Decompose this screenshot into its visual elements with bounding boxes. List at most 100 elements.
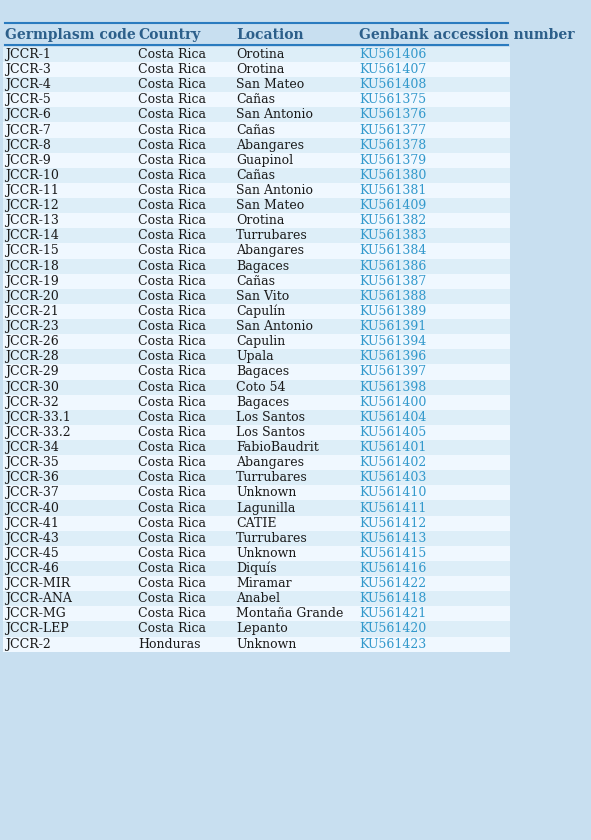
Text: Costa Rica: Costa Rica	[138, 169, 206, 182]
FancyBboxPatch shape	[2, 47, 511, 62]
FancyBboxPatch shape	[2, 516, 511, 531]
FancyBboxPatch shape	[2, 410, 511, 425]
Text: Unknown: Unknown	[236, 547, 296, 560]
Text: KU561421: KU561421	[359, 607, 426, 621]
Text: Honduras: Honduras	[138, 638, 201, 651]
Text: JCCR-36: JCCR-36	[5, 471, 59, 485]
Text: JCCR-LEP: JCCR-LEP	[5, 622, 69, 636]
Text: Costa Rica: Costa Rica	[138, 199, 206, 213]
FancyBboxPatch shape	[2, 395, 511, 410]
Text: JCCR-19: JCCR-19	[5, 275, 59, 288]
FancyBboxPatch shape	[2, 274, 511, 289]
Text: JCCR-43: JCCR-43	[5, 532, 59, 545]
Text: KU561409: KU561409	[359, 199, 426, 213]
Text: JCCR-MIR: JCCR-MIR	[5, 577, 70, 591]
Text: JCCR-32: JCCR-32	[5, 396, 59, 409]
FancyBboxPatch shape	[2, 546, 511, 561]
Text: Costa Rica: Costa Rica	[138, 365, 206, 379]
Text: JCCR-33.1: JCCR-33.1	[5, 411, 71, 424]
Text: Miramar: Miramar	[236, 577, 291, 591]
Text: Costa Rica: Costa Rica	[138, 290, 206, 303]
Text: JCCR-3: JCCR-3	[5, 63, 51, 76]
Text: Diquís: Diquís	[236, 562, 277, 575]
Text: KU561403: KU561403	[359, 471, 427, 485]
Text: KU561416: KU561416	[359, 562, 427, 575]
Text: KU561384: KU561384	[359, 244, 427, 258]
Text: Cañas: Cañas	[236, 123, 275, 137]
Text: KU561394: KU561394	[359, 335, 426, 349]
Text: Lagunilla: Lagunilla	[236, 501, 296, 515]
FancyBboxPatch shape	[2, 77, 511, 92]
Text: JCCR-18: JCCR-18	[5, 260, 59, 273]
Text: San Mateo: San Mateo	[236, 78, 304, 92]
Text: San Antonio: San Antonio	[236, 108, 313, 122]
Text: JCCR-20: JCCR-20	[5, 290, 59, 303]
Text: Turrubares: Turrubares	[236, 532, 308, 545]
Text: JCCR-11: JCCR-11	[5, 184, 59, 197]
Text: JCCR-35: JCCR-35	[5, 456, 59, 470]
Text: Capulín: Capulín	[236, 305, 285, 318]
Text: Costa Rica: Costa Rica	[138, 275, 206, 288]
Text: JCCR-12: JCCR-12	[5, 199, 59, 213]
FancyBboxPatch shape	[2, 289, 511, 304]
FancyBboxPatch shape	[2, 62, 511, 77]
Text: Abangares: Abangares	[236, 244, 304, 258]
FancyBboxPatch shape	[2, 576, 511, 591]
Text: JCCR-4: JCCR-4	[5, 78, 51, 92]
Text: FabioBaudrit: FabioBaudrit	[236, 441, 319, 454]
Text: Costa Rica: Costa Rica	[138, 244, 206, 258]
Text: JCCR-15: JCCR-15	[5, 244, 59, 258]
Text: Unknown: Unknown	[236, 638, 296, 651]
Text: Costa Rica: Costa Rica	[138, 335, 206, 349]
Text: JCCR-37: JCCR-37	[5, 486, 59, 500]
FancyBboxPatch shape	[2, 304, 511, 319]
Text: JCCR-5: JCCR-5	[5, 93, 51, 107]
Text: JCCR-MG: JCCR-MG	[5, 607, 66, 621]
FancyBboxPatch shape	[2, 622, 511, 637]
Text: Coto 54: Coto 54	[236, 381, 285, 394]
Text: Cañas: Cañas	[236, 93, 275, 107]
Text: Costa Rica: Costa Rica	[138, 229, 206, 243]
Text: JCCR-46: JCCR-46	[5, 562, 59, 575]
Text: KU561400: KU561400	[359, 396, 427, 409]
FancyBboxPatch shape	[2, 123, 511, 138]
Text: KU561391: KU561391	[359, 320, 426, 333]
Text: KU561389: KU561389	[359, 305, 426, 318]
Text: KU561405: KU561405	[359, 426, 426, 439]
Text: KU561412: KU561412	[359, 517, 426, 530]
Text: Costa Rica: Costa Rica	[138, 456, 206, 470]
FancyBboxPatch shape	[2, 213, 511, 228]
Text: Costa Rica: Costa Rica	[138, 607, 206, 621]
Text: KU561401: KU561401	[359, 441, 427, 454]
FancyBboxPatch shape	[2, 228, 511, 244]
Text: Los Santos: Los Santos	[236, 426, 305, 439]
FancyBboxPatch shape	[2, 198, 511, 213]
Text: Costa Rica: Costa Rica	[138, 93, 206, 107]
FancyBboxPatch shape	[2, 440, 511, 455]
Text: San Vito: San Vito	[236, 290, 289, 303]
Text: Costa Rica: Costa Rica	[138, 320, 206, 333]
Text: Costa Rica: Costa Rica	[138, 108, 206, 122]
Text: Bagaces: Bagaces	[236, 260, 289, 273]
Text: Costa Rica: Costa Rica	[138, 411, 206, 424]
Text: KU561387: KU561387	[359, 275, 426, 288]
Text: Abangares: Abangares	[236, 456, 304, 470]
Text: JCCR-30: JCCR-30	[5, 381, 59, 394]
FancyBboxPatch shape	[2, 455, 511, 470]
Text: Los Santos: Los Santos	[236, 411, 305, 424]
Text: KU561422: KU561422	[359, 577, 426, 591]
Text: JCCR-13: JCCR-13	[5, 214, 59, 228]
Text: Costa Rica: Costa Rica	[138, 48, 206, 61]
Text: Costa Rica: Costa Rica	[138, 139, 206, 152]
Text: Costa Rica: Costa Rica	[138, 532, 206, 545]
Text: JCCR-8: JCCR-8	[5, 139, 51, 152]
FancyBboxPatch shape	[2, 486, 511, 501]
FancyBboxPatch shape	[2, 470, 511, 486]
Text: KU561380: KU561380	[359, 169, 427, 182]
Text: JCCR-29: JCCR-29	[5, 365, 59, 379]
Text: JCCR-ANA: JCCR-ANA	[5, 592, 72, 606]
Text: CATIE: CATIE	[236, 517, 277, 530]
Text: KU561397: KU561397	[359, 365, 426, 379]
Text: Location: Location	[236, 28, 304, 42]
Text: San Antonio: San Antonio	[236, 184, 313, 197]
